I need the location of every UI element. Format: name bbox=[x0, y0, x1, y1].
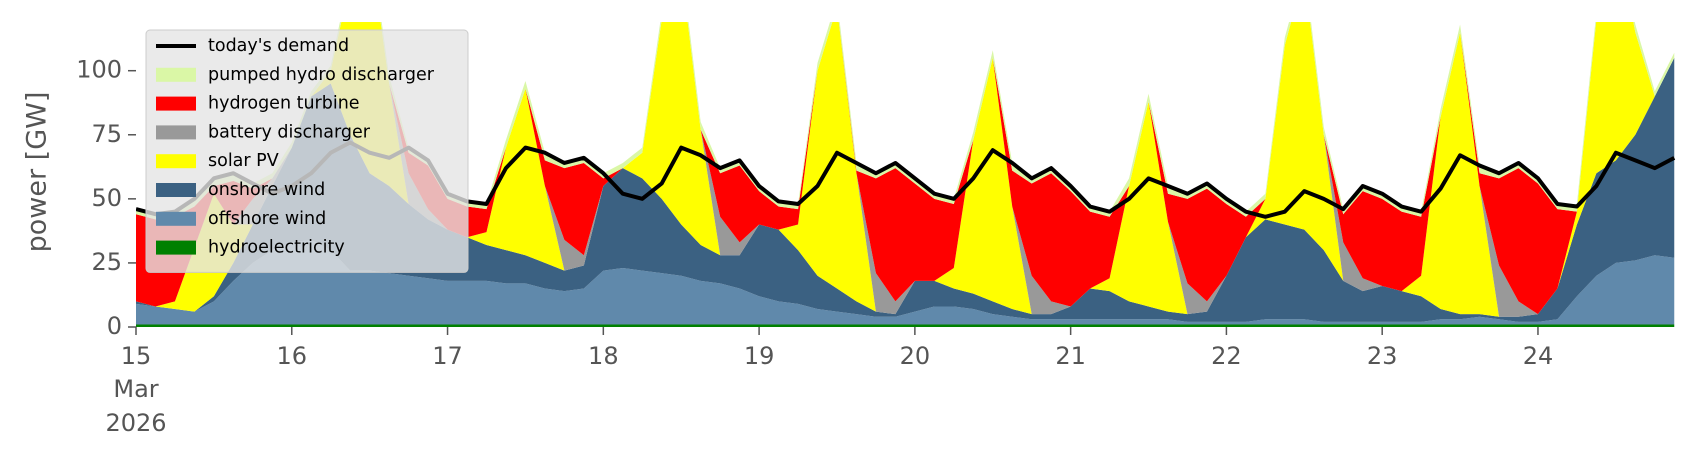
area bbox=[136, 324, 1675, 327]
x-tick-label: 22 bbox=[1211, 342, 1242, 370]
y-tick-label: 0 bbox=[107, 312, 122, 340]
x-tick-label: 18 bbox=[588, 342, 619, 370]
legend-swatch bbox=[156, 67, 196, 82]
x-tick-month: Mar bbox=[113, 375, 158, 403]
legend-box bbox=[145, 29, 469, 273]
legend-swatch bbox=[156, 183, 196, 197]
legend-label: pumped hydro discharger bbox=[208, 65, 435, 85]
y-tick-label: 100 bbox=[76, 56, 122, 84]
x-tick-label: 15 bbox=[121, 342, 152, 370]
y-axis-label: power [GW] bbox=[22, 92, 53, 253]
legend-label: onshore wind bbox=[208, 180, 325, 200]
legend-label: offshore wind bbox=[208, 209, 326, 229]
x-tick-label: 21 bbox=[1055, 342, 1086, 370]
y-tick-label: 75 bbox=[91, 120, 122, 148]
area bbox=[136, 22, 1675, 317]
x-tick-year: 2026 bbox=[105, 409, 166, 437]
legend-swatch bbox=[156, 211, 196, 226]
legend-label: today's demand bbox=[208, 36, 349, 56]
x-tick-label: 19 bbox=[744, 342, 775, 370]
legend-label: hydrogen turbine bbox=[208, 94, 360, 114]
area bbox=[136, 239, 1675, 325]
y-tick-label: 50 bbox=[91, 184, 122, 212]
x-tick-label: 24 bbox=[1523, 342, 1554, 370]
x-tick-label: 17 bbox=[432, 342, 463, 370]
x-tick-label: 23 bbox=[1367, 342, 1398, 370]
legend: today's demand pumped hydro discharger hyd… bbox=[145, 29, 469, 273]
legend-swatch bbox=[156, 125, 196, 140]
area bbox=[136, 57, 1675, 322]
x-tick-label: 20 bbox=[900, 342, 931, 370]
legend-swatch bbox=[156, 154, 196, 169]
legend-swatch bbox=[156, 240, 196, 255]
legend-label: solar PV bbox=[208, 151, 279, 171]
x-tick-label: 16 bbox=[277, 342, 308, 370]
legend-swatch bbox=[156, 96, 196, 111]
area bbox=[136, 22, 1675, 315]
y-tick-label: 25 bbox=[91, 248, 122, 276]
legend-label: hydroelectricity bbox=[208, 238, 345, 258]
legend-label: battery discharger bbox=[208, 122, 371, 142]
